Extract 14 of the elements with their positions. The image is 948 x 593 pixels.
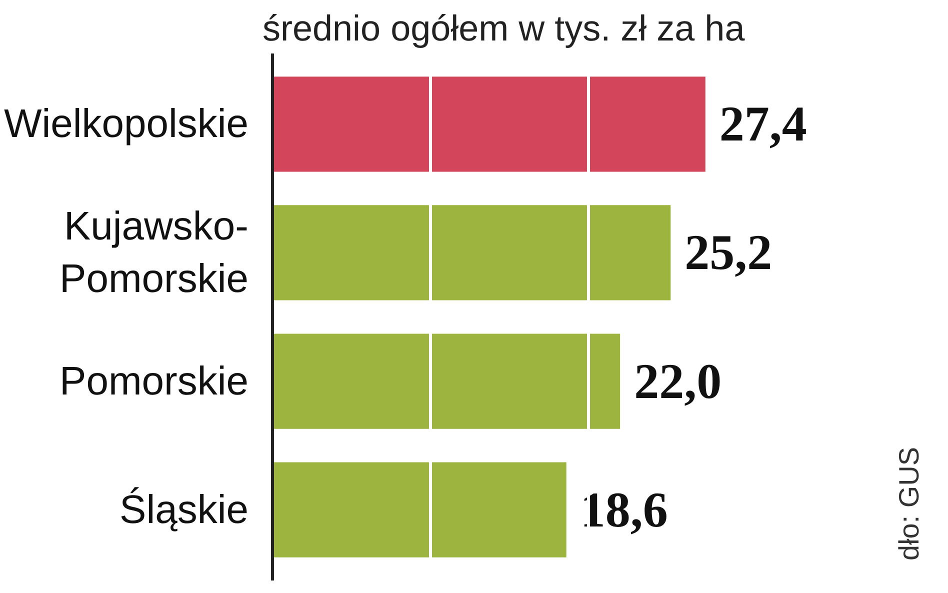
chart-title: średnio ogółem w tys. zł za ha [262, 8, 746, 48]
data-label: 18,6 [580, 481, 668, 538]
y-tick-label: Kujawsko-Pomorskie [60, 204, 249, 302]
data-label: 27,4 [719, 96, 807, 152]
data-label: 22,0 [634, 352, 722, 409]
bar [272, 462, 566, 558]
y-tick-label: Wielkopolskie [4, 102, 248, 146]
y-tick-label: Pomorskie [60, 359, 249, 404]
y-tick-label: Śląskie [120, 486, 249, 532]
bar [272, 205, 671, 300]
text: dło: GUS [894, 446, 924, 560]
bar [272, 76, 706, 172]
data-label: 25,2 [684, 224, 772, 280]
bar [272, 334, 620, 429]
